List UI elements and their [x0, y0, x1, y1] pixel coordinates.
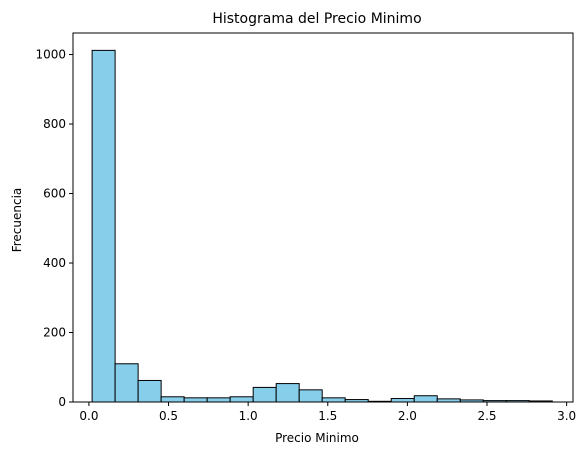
y-tick-label: 600 — [43, 187, 66, 201]
y-tick-label: 400 — [43, 256, 66, 270]
chart-title: Histograma del Precio Minimo — [212, 11, 421, 27]
x-axis-label: Precio Minimo — [275, 431, 359, 445]
y-tick-label: 800 — [43, 117, 66, 131]
histogram-bar — [206, 397, 231, 403]
x-axis: 0.0 0.5 1.0 1.5 2.0 2.5 3.0 — [79, 402, 576, 423]
x-tick-label: 1.5 — [318, 409, 337, 423]
histogram-bar — [298, 389, 323, 403]
histogram-bar — [160, 396, 185, 403]
y-axis-label: Frecuencia — [10, 188, 24, 253]
histogram-bar — [114, 363, 139, 403]
histogram-bar — [413, 395, 438, 403]
histogram-bar — [390, 398, 415, 403]
x-tick-label: 2.0 — [398, 409, 417, 423]
y-tick-label: 200 — [43, 326, 66, 340]
x-tick-label: 3.0 — [557, 409, 576, 423]
histogram-bar — [275, 383, 300, 403]
x-tick-label: 0.0 — [79, 409, 98, 423]
bars-group — [91, 49, 553, 403]
histogram-bar — [183, 397, 208, 403]
y-tick-label: 1000 — [35, 48, 66, 62]
x-tick-label: 0.5 — [159, 409, 178, 423]
histogram-bar — [91, 49, 116, 403]
histogram-bar — [137, 379, 162, 403]
histogram-bar — [321, 397, 346, 403]
x-tick-label: 2.5 — [477, 409, 496, 423]
x-tick-label: 1.0 — [239, 409, 258, 423]
y-tick-label: 0 — [58, 395, 66, 409]
y-axis: 0 200 400 600 800 1000 — [35, 48, 73, 409]
histogram-bar — [252, 386, 277, 403]
histogram-bar — [229, 396, 254, 403]
plot-frame — [72, 32, 574, 403]
